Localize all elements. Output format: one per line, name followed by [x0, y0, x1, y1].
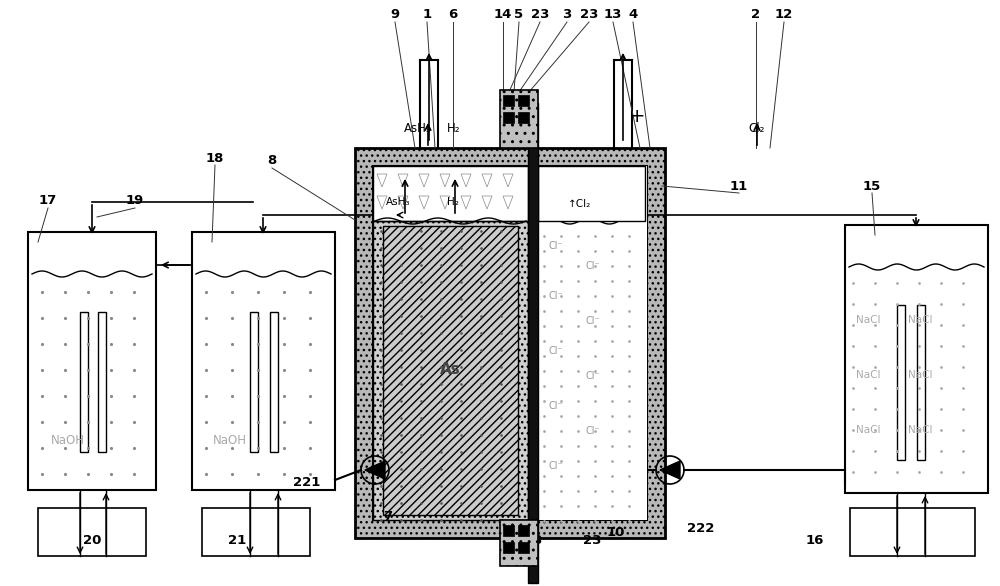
Text: H₂: H₂ [447, 121, 461, 135]
Text: Cl⁻: Cl⁻ [549, 291, 563, 301]
Text: As: As [440, 363, 460, 377]
Text: NaCl: NaCl [856, 315, 880, 325]
Bar [270, 312, 278, 452]
Bar [373, 166, 528, 221]
Text: 7: 7 [383, 509, 393, 523]
Bar [355, 148, 665, 538]
Text: 222: 222 [687, 522, 715, 534]
Text: 13: 13 [604, 8, 622, 21]
Text: 5: 5 [514, 8, 524, 21]
Polygon shape [365, 461, 385, 479]
Text: NaOH: NaOH [51, 434, 85, 447]
Bar [500, 520, 538, 566]
Text: 1: 1 [422, 8, 432, 21]
Bar [80, 312, 88, 452]
Text: AsH₃: AsH₃ [386, 197, 410, 207]
Bar [373, 166, 647, 520]
Text: NaCl: NaCl [908, 370, 932, 380]
Bar [518, 112, 529, 123]
Text: 6: 6 [448, 8, 458, 21]
Text: 18: 18 [206, 152, 224, 165]
Text: 3: 3 [562, 8, 572, 21]
Bar [845, 225, 988, 493]
Text: 4: 4 [628, 8, 638, 21]
Text: 23: 23 [580, 8, 598, 21]
Text: NaCl: NaCl [908, 315, 932, 325]
Text: ↑Cl₂: ↑Cl₂ [568, 199, 592, 209]
Text: 9: 9 [390, 8, 400, 21]
Text: 16: 16 [806, 533, 824, 547]
Text: 11: 11 [730, 179, 748, 192]
Bar [503, 542, 514, 553]
Text: 15: 15 [863, 179, 881, 192]
Bar [538, 166, 645, 221]
Bar [538, 166, 647, 520]
Text: NaCl: NaCl [856, 425, 880, 435]
Text: Cl⁻: Cl⁻ [586, 371, 600, 381]
Bar [250, 312, 258, 452]
Text: 221: 221 [293, 475, 321, 489]
Text: Cl⁻: Cl⁻ [586, 261, 600, 271]
Text: Cl⁻: Cl⁻ [549, 346, 563, 356]
Bar [503, 95, 514, 106]
Text: AsH₃: AsH₃ [404, 121, 432, 135]
Bar [503, 525, 514, 536]
Bar [38, 508, 146, 556]
Text: 17: 17 [39, 193, 57, 206]
Bar [518, 95, 529, 106]
Text: NaCl: NaCl [856, 370, 880, 380]
Text: 14: 14 [494, 8, 512, 21]
Bar [897, 305, 905, 460]
Text: 12: 12 [775, 8, 793, 21]
Text: 21: 21 [228, 533, 246, 547]
Text: Cl⁻: Cl⁻ [586, 316, 600, 326]
Text: 8: 8 [267, 154, 277, 166]
Text: Cl⁻: Cl⁻ [549, 461, 563, 471]
Bar [373, 221, 528, 520]
Text: NaCl: NaCl [908, 425, 932, 435]
Bar [850, 508, 975, 556]
Text: −: − [511, 108, 529, 128]
Polygon shape [660, 461, 680, 479]
Text: 23: 23 [524, 533, 542, 547]
Text: Cl⁻: Cl⁻ [549, 241, 563, 251]
Text: 19: 19 [126, 193, 144, 206]
Bar [383, 226, 518, 515]
Bar [98, 312, 106, 452]
Bar [503, 112, 514, 123]
Bar [202, 508, 310, 556]
Bar [518, 525, 529, 536]
Text: +: + [629, 107, 645, 125]
Text: NaOH: NaOH [213, 434, 247, 447]
Bar [518, 542, 529, 553]
Text: Cl⁻: Cl⁻ [586, 426, 600, 436]
Bar [528, 103, 538, 583]
Text: 2: 2 [751, 8, 761, 21]
Text: 23: 23 [583, 533, 601, 547]
Bar [917, 305, 925, 460]
Text: 20: 20 [83, 533, 101, 547]
Text: H₂: H₂ [447, 197, 459, 207]
Bar [28, 232, 156, 490]
Bar [192, 232, 335, 490]
Text: Cl₂: Cl₂ [749, 121, 765, 135]
Text: 10: 10 [607, 526, 625, 540]
Bar [373, 166, 528, 221]
Bar [500, 90, 538, 148]
Text: Cl⁻: Cl⁻ [549, 401, 563, 411]
Text: 23: 23 [531, 8, 549, 21]
